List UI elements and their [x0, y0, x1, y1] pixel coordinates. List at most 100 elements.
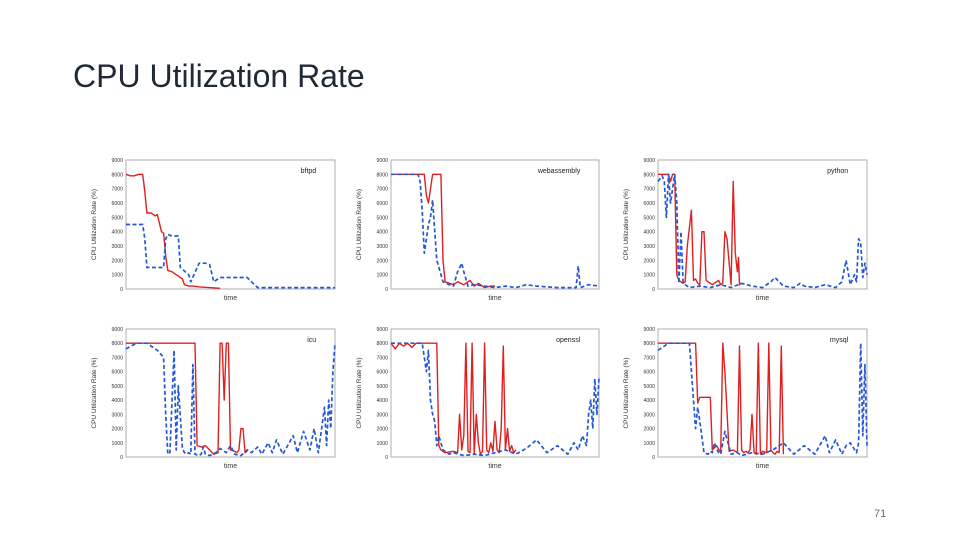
chart-title: openssl	[556, 337, 581, 344]
y-tick-label: 5000	[643, 384, 655, 390]
y-tick-label: 5000	[111, 215, 123, 221]
series-solid	[391, 173, 495, 289]
y-tick-label: 3000	[111, 244, 123, 250]
y-tick-label: 0	[652, 455, 655, 461]
chart-title: mysql	[830, 337, 849, 344]
y-tick-label: 1000	[376, 441, 388, 447]
y-tick-label: 6000	[643, 370, 655, 376]
y-tick-label: 4000	[111, 230, 123, 236]
y-tick-label: 4000	[376, 230, 388, 236]
y-axis-label: CPU Utilization Rate (%)	[623, 357, 630, 428]
y-tick-label: 3000	[376, 412, 388, 418]
series-dashed	[657, 342, 868, 457]
chart-python: 0 1000 2000 3000 4000 5000 6000 7000 8000 9000 CPU…	[623, 158, 868, 302]
y-tick-label: 5000	[376, 384, 388, 390]
y-tick-label: 5000	[111, 384, 123, 390]
y-tick-label: 6000	[111, 201, 123, 207]
series-solid	[125, 173, 221, 289]
y-tick-label: 8000	[376, 172, 388, 178]
chart-icu: 0 1000 2000 3000 4000 5000 6000 7000 8000 9000 CPU…	[91, 327, 336, 470]
y-tick-label: 9000	[643, 327, 655, 333]
y-tick-label: 7000	[376, 355, 388, 361]
y-tick-label: 4000	[111, 398, 123, 404]
y-tick-label: 1000	[643, 441, 655, 447]
y-tick-label: 7000	[111, 355, 123, 361]
y-tick-label: 7000	[111, 187, 123, 193]
y-tick-label: 1000	[376, 273, 388, 279]
chart-webassembly: 0 1000 2000 3000 4000 5000 6000 7000 8000 9000 CPU…	[356, 158, 600, 302]
y-tick-label: 8000	[643, 341, 655, 347]
y-tick-label: 8000	[111, 172, 123, 178]
y-tick-label: 9000	[111, 327, 123, 333]
y-tick-label: 0	[652, 287, 655, 293]
y-tick-label: 8000	[643, 172, 655, 178]
series-dashed	[657, 173, 868, 289]
y-tick-label: 3000	[643, 412, 655, 418]
y-tick-label: 7000	[376, 187, 388, 193]
series-dashed	[391, 173, 600, 289]
y-tick-label: 6000	[111, 370, 123, 376]
y-axis-label: CPU Utilization Rate (%)	[356, 189, 363, 260]
y-tick-label: 0	[385, 287, 388, 293]
y-tick-label: 3000	[643, 244, 655, 250]
y-tick-label: 2000	[111, 258, 123, 264]
plot-frame	[390, 328, 600, 458]
series-solid	[658, 342, 785, 455]
y-axis-label: CPU Utilization Rate (%)	[91, 189, 98, 260]
y-axis-label: CPU Utilization Rate (%)	[91, 357, 98, 428]
plot-frame	[657, 328, 868, 458]
y-axis-label: CPU Utilization Rate (%)	[356, 357, 363, 428]
plot-frame	[390, 159, 600, 290]
x-axis-label: time	[224, 295, 237, 302]
y-tick-label: 1000	[111, 441, 123, 447]
y-tick-label: 4000	[643, 230, 655, 236]
y-tick-label: 9000	[376, 327, 388, 333]
chart-openssl: 0 1000 2000 3000 4000 5000 6000 7000 8000 9000 CPU…	[356, 327, 600, 470]
y-tick-label: 2000	[376, 427, 388, 433]
y-tick-label: 9000	[111, 158, 123, 164]
y-tick-label: 0	[120, 287, 123, 293]
y-tick-label: 8000	[111, 341, 123, 347]
plot-frame	[125, 159, 336, 290]
x-axis-label: time	[488, 295, 501, 302]
series-solid	[126, 342, 248, 455]
series-dashed	[126, 223, 335, 289]
series-solid	[658, 173, 742, 286]
y-tick-label: 2000	[643, 258, 655, 264]
y-tick-label: 9000	[643, 158, 655, 164]
x-axis-label: time	[488, 463, 501, 470]
y-tick-label: 2000	[376, 258, 388, 264]
slide-title: CPU Utilization Rate	[73, 58, 365, 94]
y-tick-label: 2000	[643, 427, 655, 433]
y-tick-label: 8000	[376, 341, 388, 347]
y-tick-label: 1000	[111, 273, 123, 279]
slide-number: 71	[874, 508, 887, 520]
chart-title: bftpd	[301, 168, 317, 175]
chart-mysql: 0 1000 2000 3000 4000 5000 6000 7000 8000 9000 CPU…	[623, 327, 868, 470]
chart-title: python	[827, 168, 848, 175]
chart-bftpd: 0 1000 2000 3000 4000 5000 6000 7000 8000 9000 CPU…	[91, 158, 336, 302]
y-tick-label: 7000	[643, 187, 655, 193]
x-axis-label: time	[224, 463, 237, 470]
y-tick-label: 0	[385, 455, 388, 461]
y-tick-label: 1000	[643, 273, 655, 279]
y-axis-label: CPU Utilization Rate (%)	[623, 189, 630, 260]
y-tick-label: 4000	[643, 398, 655, 404]
y-tick-label: 4000	[376, 398, 388, 404]
series-dashed	[391, 342, 600, 457]
y-tick-label: 2000	[111, 427, 123, 433]
y-tick-label: 3000	[111, 412, 123, 418]
y-tick-label: 0	[120, 455, 123, 461]
y-tick-label: 5000	[643, 215, 655, 221]
chart-title: icu	[307, 337, 316, 344]
x-axis-label: time	[756, 295, 769, 302]
y-tick-label: 3000	[376, 244, 388, 250]
series-solid	[390, 342, 517, 455]
y-tick-label: 9000	[376, 158, 388, 164]
y-tick-label: 6000	[376, 201, 388, 207]
series-dashed	[125, 342, 336, 457]
y-tick-label: 5000	[376, 215, 388, 221]
x-axis-label: time	[756, 463, 769, 470]
y-tick-label: 6000	[643, 201, 655, 207]
